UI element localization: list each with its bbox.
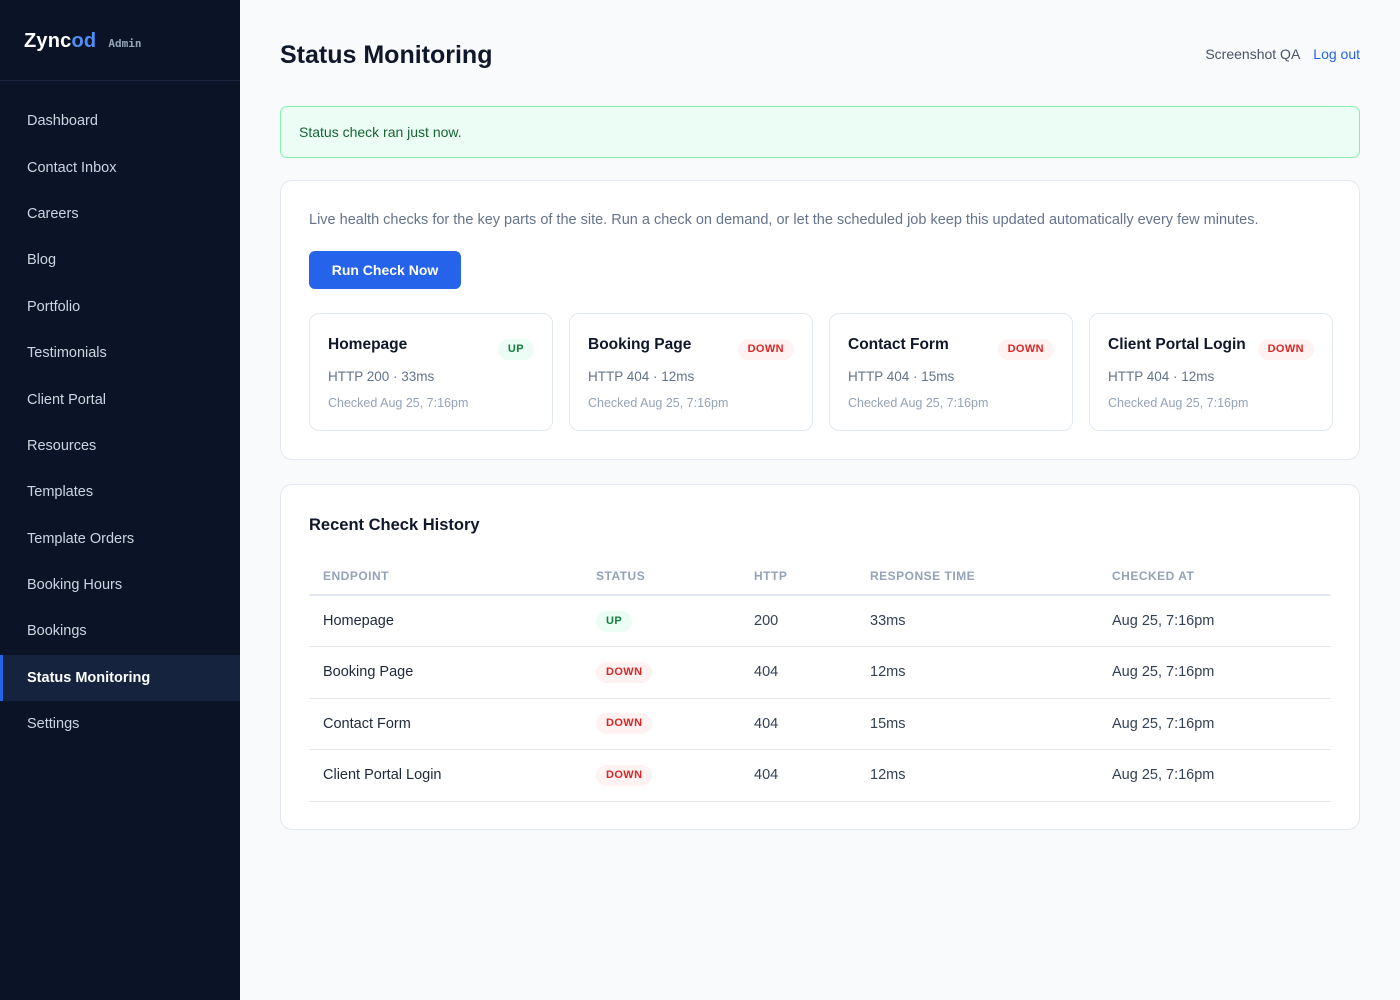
endpoint-checked: Checked Aug 25, 7:16pm [328, 396, 469, 410]
table-row: Contact Form DOWN 404 15ms Aug 25, 7:16p… [309, 698, 1331, 750]
cell-status: DOWN [582, 646, 740, 699]
cell-checked-at: Aug 25, 7:16pm [1098, 698, 1331, 750]
status-badge: DOWN [596, 764, 653, 786]
sidebar-item-bookings[interactable]: Bookings [27, 623, 87, 640]
column-header-response-time: RESPONSE TIME [856, 557, 1098, 596]
status-badge: UP [596, 610, 633, 632]
sidebar-item-resources[interactable]: Resources [27, 437, 97, 454]
endpoint-card-contact-form: Contact Form DOWN HTTP 404 · 15ms Checke… [829, 313, 1073, 431]
cell-endpoint: Client Portal Login [309, 749, 582, 802]
cell-endpoint: Homepage [309, 595, 582, 647]
sidebar-item-testimonials[interactable]: Testimonials [27, 345, 107, 362]
endpoint-card-client-portal-login: Client Portal Login DOWN HTTP 404 · 12ms… [1089, 313, 1333, 431]
cell-response-time: 15ms [856, 698, 1098, 750]
cell-http: 404 [740, 749, 856, 802]
cell-status: DOWN [582, 749, 740, 802]
endpoint-checked: Checked Aug 25, 7:16pm [588, 396, 729, 410]
status-badge: DOWN [596, 713, 653, 735]
sidebar-item-contact-inbox[interactable]: Contact Inbox [27, 159, 117, 176]
brand-tag: Admin [108, 37, 142, 50]
run-check-button[interactable]: Run Check Now [309, 251, 461, 289]
status-badge: UP [497, 339, 534, 360]
check-history-card: Recent Check History ENDPOINT STATUS HTT… [280, 484, 1360, 830]
column-header-http: HTTP [740, 557, 856, 596]
table-header-row: ENDPOINT STATUS HTTP RESPONSE TIME CHECK… [309, 557, 1331, 596]
endpoint-http: HTTP 404 · 15ms [848, 369, 955, 384]
cell-endpoint: Booking Page [309, 646, 582, 699]
table-row: Homepage UP 200 33ms Aug 25, 7:16pm [309, 595, 1331, 647]
sidebar-item-template-orders[interactable]: Template Orders [27, 530, 135, 547]
sidebar-item-client-portal[interactable]: Client Portal [27, 391, 106, 408]
cell-status: DOWN [582, 698, 740, 750]
endpoint-card-booking-page: Booking Page DOWN HTTP 404 · 12ms Checke… [569, 313, 813, 431]
column-header-endpoint: ENDPOINT [309, 557, 582, 596]
endpoint-name: Homepage [328, 336, 408, 353]
endpoint-name: Contact Form [848, 336, 949, 353]
cell-http: 404 [740, 698, 856, 750]
sidebar-item-booking-hours[interactable]: Booking Hours [27, 577, 123, 594]
column-header-checked-at: CHECKED AT [1098, 557, 1331, 596]
intro-text: Live health checks for the key parts of … [309, 212, 1259, 228]
logout-link[interactable]: Log out [1313, 46, 1360, 62]
status-badge: DOWN [596, 661, 653, 683]
success-alert: Status check ran just now. [280, 106, 1360, 158]
column-header-status: STATUS [582, 557, 740, 596]
user-menu: Screenshot QA Log out [1205, 46, 1360, 62]
endpoint-http: HTTP 404 · 12ms [588, 369, 695, 384]
cell-endpoint: Contact Form [309, 698, 582, 750]
endpoint-http: HTTP 200 · 33ms [328, 369, 435, 384]
endpoint-name: Client Portal Login [1108, 336, 1246, 353]
endpoint-checked: Checked Aug 25, 7:16pm [848, 396, 989, 410]
sidebar-nav: Dashboard Contact Inbox Careers Blog Por… [0, 81, 240, 747]
endpoint-checked: Checked Aug 25, 7:16pm [1108, 396, 1249, 410]
cell-checked-at: Aug 25, 7:16pm [1098, 646, 1331, 699]
sidebar-item-status-monitoring[interactable]: Status Monitoring [0, 654, 240, 702]
sidebar-item-blog[interactable]: Blog [27, 252, 57, 269]
endpoint-name: Booking Page [588, 336, 692, 353]
status-badge: DOWN [1257, 339, 1314, 360]
endpoint-cards: Homepage UP HTTP 200 · 33ms Checked Aug … [309, 313, 1333, 431]
history-title: Recent Check History [309, 516, 480, 534]
page-title: Status Monitoring [280, 41, 493, 69]
sidebar-item-templates[interactable]: Templates [27, 484, 94, 501]
cell-status: UP [582, 595, 740, 647]
status-badge: DOWN [737, 339, 794, 360]
cell-response-time: 12ms [856, 749, 1098, 802]
main-content: Status Monitoring Screenshot QA Log out … [240, 0, 1400, 1000]
endpoint-card-homepage: Homepage UP HTTP 200 · 33ms Checked Aug … [309, 313, 553, 431]
cell-checked-at: Aug 25, 7:16pm [1098, 595, 1331, 647]
sidebar: Zyncod Admin Dashboard Contact Inbox Car… [0, 0, 240, 1000]
history-table: ENDPOINT STATUS HTTP RESPONSE TIME CHECK… [309, 557, 1331, 802]
cell-checked-at: Aug 25, 7:16pm [1098, 749, 1331, 802]
endpoint-http: HTTP 404 · 12ms [1108, 369, 1215, 384]
brand-name: Zyncod [24, 30, 97, 52]
status-overview-card: Live health checks for the key parts of … [280, 180, 1360, 460]
alert-message: Status check ran just now. [299, 124, 462, 140]
cell-http: 404 [740, 646, 856, 699]
cell-response-time: 33ms [856, 595, 1098, 647]
brand-logo[interactable]: Zyncod Admin [0, 0, 240, 81]
sidebar-item-careers[interactable]: Careers [27, 205, 79, 222]
user-name: Screenshot QA [1205, 46, 1301, 62]
table-row: Booking Page DOWN 404 12ms Aug 25, 7:16p… [309, 646, 1331, 699]
status-badge: DOWN [997, 339, 1054, 360]
cell-response-time: 12ms [856, 646, 1098, 699]
sidebar-item-portfolio[interactable]: Portfolio [27, 298, 81, 315]
table-row: Client Portal Login DOWN 404 12ms Aug 25… [309, 749, 1331, 802]
sidebar-item-settings[interactable]: Settings [27, 716, 80, 733]
cell-http: 200 [740, 595, 856, 647]
sidebar-item-dashboard[interactable]: Dashboard [27, 113, 98, 130]
